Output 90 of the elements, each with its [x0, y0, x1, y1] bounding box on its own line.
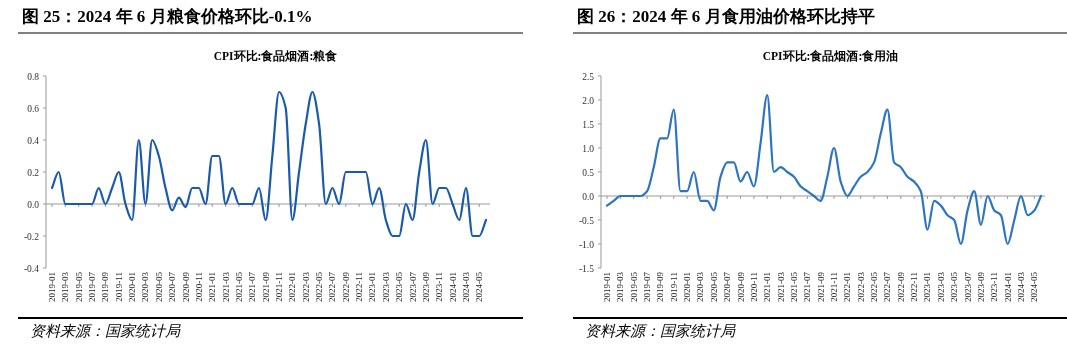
line-series [50, 90, 488, 238]
x-tick-label: 2024-03 [460, 271, 471, 302]
x-tick-label: 2019-01 [47, 272, 57, 302]
y-tick-label: 0.5 [582, 167, 595, 178]
y-tick-label: 1.5 [582, 119, 595, 130]
chart-subtitle: CPI环比:食品烟酒:粮食 [213, 49, 338, 62]
x-tick-label: 2024-05 [1029, 271, 1040, 302]
x-tick-label: 2022-03 [855, 271, 866, 302]
y-tick-label: -0.4 [23, 263, 40, 274]
x-tick-label: 2021-09 [260, 271, 271, 302]
x-tick-label: 2022-11 [909, 272, 920, 302]
y-tick-label: 0.6 [27, 103, 40, 114]
x-tick-label: 2022-07 [882, 271, 893, 302]
x-tick-label: 2022-09 [895, 271, 906, 302]
x-tick-label: 2020-07 [167, 271, 178, 302]
x-tick-label: 2019-01 [602, 272, 612, 302]
x-tick-label: 2021-01 [762, 272, 773, 302]
x-tick-label: 2023-07 [407, 271, 418, 302]
x-tick-label: 2022-01 [842, 272, 853, 302]
y-tick-label: 0.4 [27, 135, 40, 146]
x-tick-label: 2023-07 [962, 271, 973, 302]
x-tick-label: 2022-05 [314, 271, 325, 302]
text: 资料来源：国家统计局 [30, 323, 181, 339]
x-tick-label: 2020-01 [127, 272, 138, 302]
x-tick-label: 2023-05 [949, 271, 960, 302]
x-tick-label: 2021-01 [207, 272, 218, 302]
x-tick-label: 2019-11 [668, 272, 679, 302]
x-tick-label: 2020-09 [180, 271, 191, 302]
x-tick-label: 2023-03 [380, 271, 391, 302]
line-series [605, 94, 1043, 246]
x-tick-label: 2022-03 [300, 271, 311, 302]
chart-subtitle: CPI环比:食品烟酒:食用油 [762, 49, 899, 62]
x-tick-label: 2019-05 [628, 271, 639, 302]
x-tick-label: 2023-05 [394, 271, 405, 302]
x-tick-label: 2020-05 [708, 271, 719, 302]
x-tick-label: 2021-03 [775, 271, 786, 302]
x-tick-label: 2020-11 [748, 272, 759, 302]
x-tick-label: 2023-01 [922, 272, 933, 302]
y-tick-label: -1.0 [578, 239, 595, 250]
x-tick-label: 2024-01 [1002, 272, 1013, 302]
x-tick-label: 2021-11 [274, 272, 285, 302]
x-tick-label: 2019-03 [615, 271, 626, 302]
y-tick-label: -0.2 [23, 231, 40, 242]
y-tick-label: -1.5 [578, 263, 595, 274]
x-tick-label: 2019-05 [73, 271, 84, 302]
x-tick-label: 2021-07 [247, 271, 258, 302]
y-tick-label: 0.0 [582, 191, 595, 202]
x-tick-label: 2019-07 [87, 271, 98, 302]
chart-title: 图 25：2024 年 6 月粮食价格环比-0.1% [22, 7, 313, 26]
x-tick-label: 2020-11 [193, 272, 204, 302]
x-tick-label: 2021-11 [829, 272, 840, 302]
x-tick-label: 2023-11 [989, 272, 1000, 302]
x-tick-label: 2019-09 [655, 271, 666, 302]
x-tick-label: 2024-03 [1015, 271, 1026, 302]
chart-title: 图 26：2024 年 6 月食用油价格环比持平 [577, 7, 875, 26]
y-tick-label: 0.0 [27, 199, 40, 210]
x-tick-label: 2020-03 [140, 271, 151, 302]
x-tick-label: 2024-05 [474, 271, 485, 302]
x-tick-label: 2022-05 [869, 271, 880, 302]
y-tick-label: 2.0 [582, 95, 595, 106]
x-tick-label: 2021-09 [815, 271, 826, 302]
x-tick-label: 2020-05 [153, 271, 164, 302]
x-tick-label: 2022-01 [287, 272, 298, 302]
x-tick-label: 2019-03 [60, 271, 71, 302]
x-tick-label: 2022-11 [354, 272, 365, 302]
x-tick-label: 2021-05 [233, 271, 244, 302]
x-tick-label: 2019-09 [100, 271, 111, 302]
y-tick-label: 0.8 [27, 71, 40, 82]
x-tick-label: 2022-09 [340, 271, 351, 302]
x-tick-label: 2023-09 [975, 271, 986, 302]
x-tick-label: 2020-09 [735, 271, 746, 302]
x-tick-label: 2023-11 [434, 272, 445, 302]
y-tick-label: 2.5 [582, 71, 595, 82]
x-tick-label: 2019-11 [113, 272, 124, 302]
x-tick-label: 2019-07 [642, 271, 653, 302]
x-tick-label: 2020-07 [722, 271, 733, 302]
x-tick-label: 2021-05 [788, 271, 799, 302]
x-tick-label: 2020-03 [695, 271, 706, 302]
y-tick-label: 1.0 [582, 143, 595, 154]
x-tick-label: 2021-07 [802, 271, 813, 302]
text: 资料来源：国家统计局 [585, 323, 736, 339]
y-tick-label: 0.2 [27, 167, 40, 178]
x-tick-label: 2023-01 [367, 272, 378, 302]
x-tick-label: 2020-01 [682, 272, 693, 302]
x-tick-label: 2022-07 [327, 271, 338, 302]
x-tick-label: 2023-09 [420, 271, 431, 302]
x-tick-label: 2024-01 [447, 272, 458, 302]
x-tick-label: 2021-03 [220, 271, 231, 302]
x-tick-label: 2023-03 [935, 271, 946, 302]
y-tick-label: -0.5 [578, 215, 595, 226]
